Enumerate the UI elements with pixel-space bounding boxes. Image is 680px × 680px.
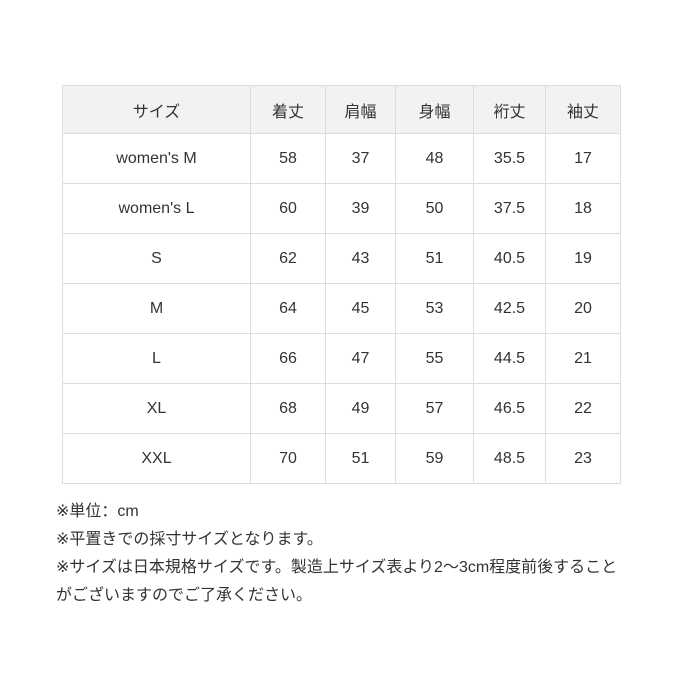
cell-value: 17 (545, 133, 621, 184)
cell-value: 50 (395, 183, 474, 234)
cell-size-label: L (62, 333, 251, 384)
cell-value: 51 (395, 233, 474, 284)
cell-value: 46.5 (473, 383, 546, 434)
cell-value: 59 (395, 433, 474, 484)
cell-value: 39 (325, 183, 396, 234)
cell-value: 48 (395, 133, 474, 184)
table-row-m: M 64 45 53 42.5 20 (62, 283, 621, 334)
table-row-l: L 66 47 55 44.5 21 (62, 333, 621, 384)
size-chart-table: サイズ 着丈 肩幅 身幅 裄丈 袖丈 women's M 58 37 48 35… (62, 85, 621, 484)
cell-value: 49 (325, 383, 396, 434)
column-header-shoulder-width: 肩幅 (325, 85, 396, 134)
cell-value: 21 (545, 333, 621, 384)
note-unit: ※単位：cm (56, 503, 139, 520)
cell-value: 58 (250, 133, 326, 184)
cell-value: 43 (325, 233, 396, 284)
column-header-size: サイズ (62, 85, 251, 134)
cell-value: 55 (395, 333, 474, 384)
cell-value: 53 (395, 283, 474, 334)
cell-value: 37.5 (473, 183, 546, 234)
cell-value: 20 (545, 283, 621, 334)
cell-value: 70 (250, 433, 326, 484)
cell-size-label: XXL (62, 433, 251, 484)
cell-size-label: S (62, 233, 251, 284)
column-header-yuki-length: 裄丈 (473, 85, 546, 134)
cell-size-label: women's M (62, 133, 251, 184)
cell-value: 19 (545, 233, 621, 284)
cell-value: 45 (325, 283, 396, 334)
table-header-row: サイズ 着丈 肩幅 身幅 裄丈 袖丈 (62, 85, 621, 134)
cell-size-label: M (62, 283, 251, 334)
cell-value: 64 (250, 283, 326, 334)
cell-value: 62 (250, 233, 326, 284)
column-header-body-length: 着丈 (250, 85, 326, 134)
cell-value: 66 (250, 333, 326, 384)
note-japan-standard: ※サイズは日本規格サイズです。製造上サイズ表より2〜3cm程度前後することがござ… (56, 559, 618, 604)
cell-value: 23 (545, 433, 621, 484)
cell-value: 22 (545, 383, 621, 434)
table-row-s: S 62 43 51 40.5 19 (62, 233, 621, 284)
cell-value: 47 (325, 333, 396, 384)
cell-value: 44.5 (473, 333, 546, 384)
cell-value: 18 (545, 183, 621, 234)
cell-size-label: women's L (62, 183, 251, 234)
cell-value: 42.5 (473, 283, 546, 334)
cell-value: 51 (325, 433, 396, 484)
cell-value: 48.5 (473, 433, 546, 484)
cell-size-label: XL (62, 383, 251, 434)
column-header-sleeve-length: 袖丈 (545, 85, 621, 134)
cell-value: 40.5 (473, 233, 546, 284)
cell-value: 37 (325, 133, 396, 184)
table-row-womens-l: women's L 60 39 50 37.5 18 (62, 183, 621, 234)
footnotes: ※単位：cm ※平置きでの採寸サイズとなります。 ※サイズは日本規格サイズです。… (56, 498, 632, 610)
table-row-xl: XL 68 49 57 46.5 22 (62, 383, 621, 434)
cell-value: 68 (250, 383, 326, 434)
cell-value: 35.5 (473, 133, 546, 184)
column-header-body-width: 身幅 (395, 85, 474, 134)
note-flat-measurement: ※平置きでの採寸サイズとなります。 (56, 531, 323, 548)
cell-value: 60 (250, 183, 326, 234)
table-row-womens-m: women's M 58 37 48 35.5 17 (62, 133, 621, 184)
table-row-xxl: XXL 70 51 59 48.5 23 (62, 433, 621, 484)
cell-value: 57 (395, 383, 474, 434)
